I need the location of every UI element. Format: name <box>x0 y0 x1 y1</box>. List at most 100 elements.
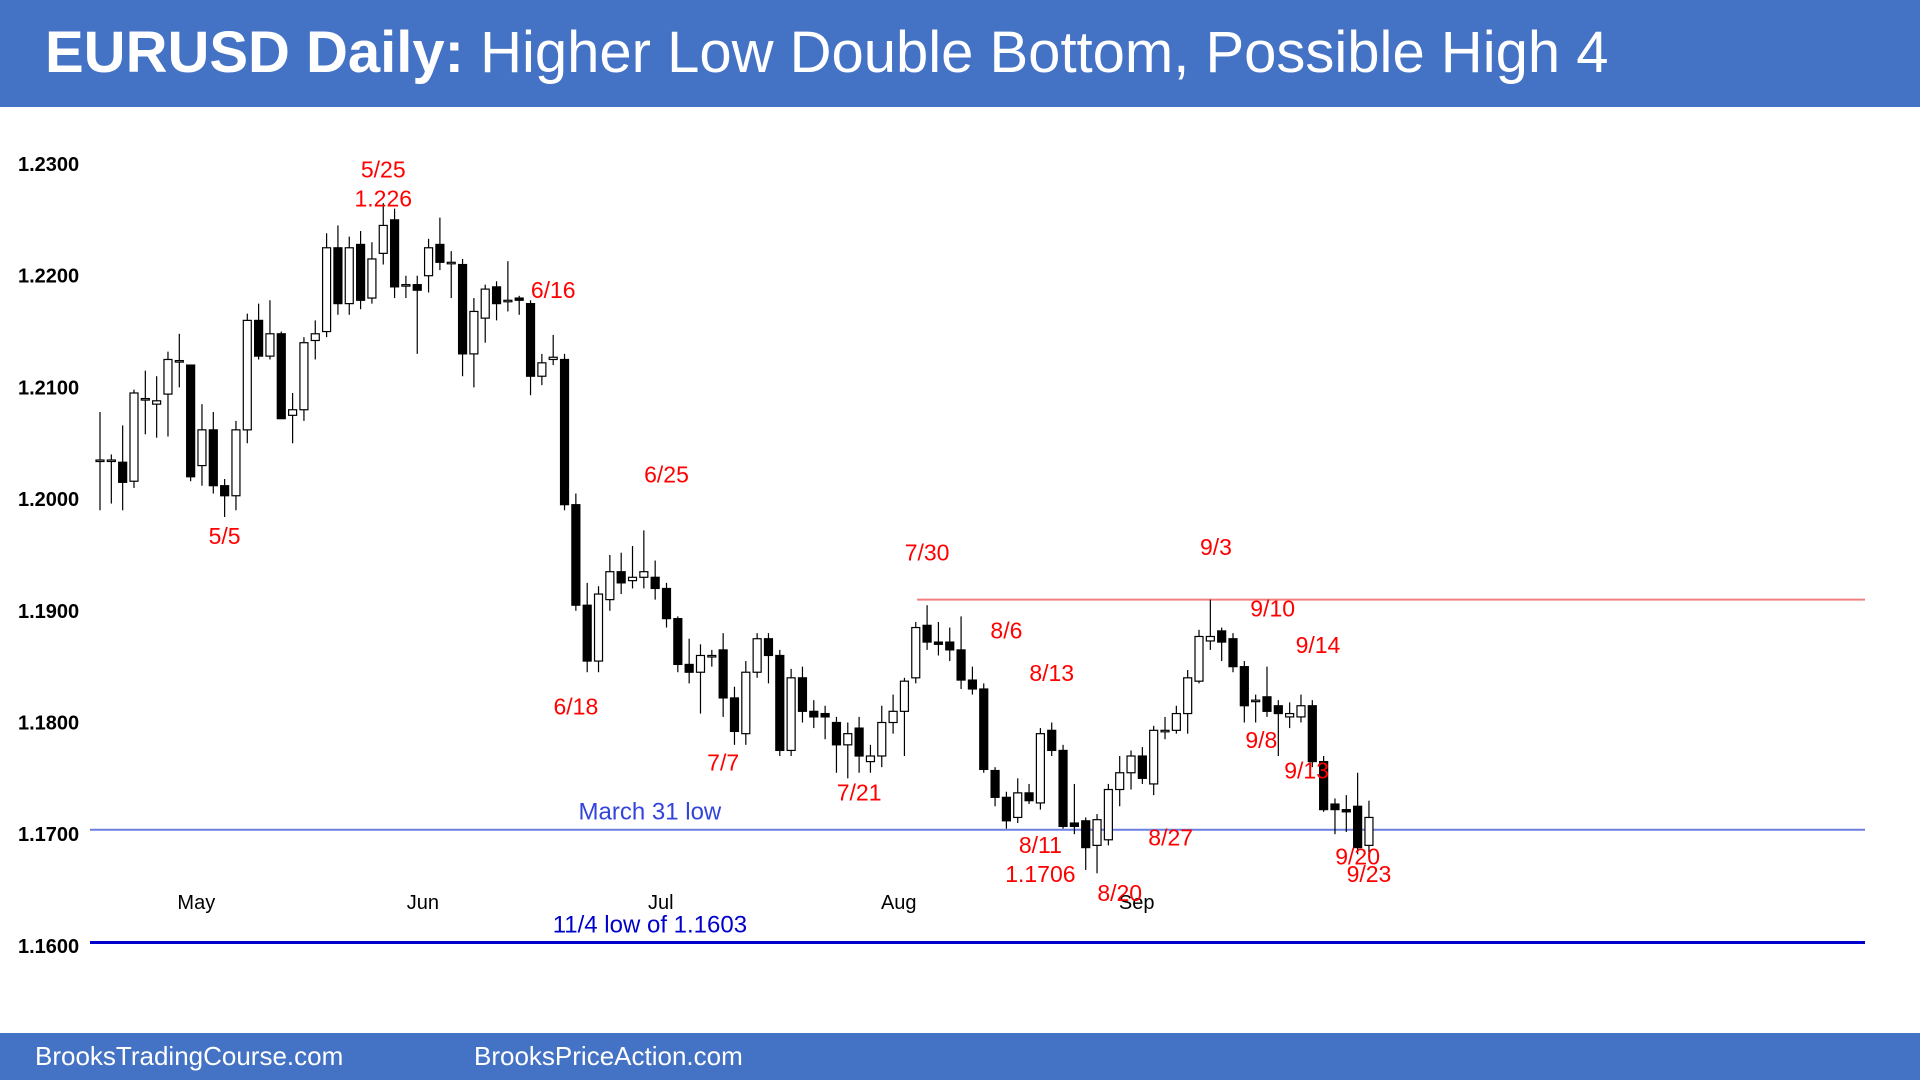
bull-candle <box>1149 729 1159 785</box>
bull-candle <box>140 397 150 401</box>
y-tick-label: 1.1800 <box>18 713 79 735</box>
bull-candle <box>1115 772 1125 791</box>
level-label: 11/4 low of 1.1603 <box>553 912 747 939</box>
bull-candle <box>548 356 558 361</box>
bear-candle <box>333 247 343 305</box>
bull-candle <box>888 710 898 724</box>
date-annotation: 9/13 <box>1284 757 1329 783</box>
bull-candle <box>1194 635 1204 682</box>
bear-candle <box>435 243 445 263</box>
bear-candle <box>254 319 264 357</box>
bear-candle <box>118 461 128 483</box>
bear-candle <box>616 571 626 584</box>
bear-candle <box>1330 803 1340 811</box>
bull-candle <box>1364 816 1374 846</box>
bull-candle <box>786 677 796 752</box>
bull-candle <box>265 333 275 357</box>
bull-candle <box>231 429 241 497</box>
bear-candle <box>571 504 581 606</box>
bear-candle <box>1137 755 1147 779</box>
bull-candle <box>1103 788 1113 841</box>
bull-candle <box>1160 729 1170 733</box>
x-month-label: Jul <box>648 892 674 914</box>
bull-candle <box>707 654 717 658</box>
bull-candle <box>242 319 252 431</box>
bull-candle <box>378 224 388 254</box>
bear-candle <box>1353 805 1363 849</box>
bear-candle <box>1069 822 1079 827</box>
bear-candle <box>684 663 694 673</box>
bear-candle <box>990 769 1000 798</box>
bear-candle <box>1319 760 1329 811</box>
x-month-label: Aug <box>881 892 917 914</box>
bear-candle <box>797 677 808 712</box>
bull-candle <box>174 359 184 363</box>
y-tick-label: 1.2000 <box>18 489 79 511</box>
bull-candle <box>741 671 751 735</box>
footer-link-brooks-price-action[interactable]: BrooksPriceAction.com <box>474 1041 743 1071</box>
bear-candle <box>933 641 944 645</box>
bull-candle <box>1205 635 1215 642</box>
bull-candle <box>129 392 139 482</box>
date-annotation: 5/25 <box>361 156 406 182</box>
axis-layer: 1.1600 1.1700 1.1800 1.1900 1.2000 1.2100 1.22… <box>18 154 1154 958</box>
bear-candle <box>412 284 422 291</box>
footer-link-brooks-trading-course[interactable]: BrooksTradingCourse.com <box>35 1041 344 1071</box>
bear-candle <box>979 688 989 771</box>
bear-candle <box>208 429 218 487</box>
y-tick-label: 1.1700 <box>18 824 79 846</box>
bull-candle <box>899 680 910 712</box>
date-annotation: 9/20 <box>1335 843 1380 869</box>
bear-candle <box>220 485 230 497</box>
bear-candle <box>945 641 955 651</box>
date-annotation: 9/10 <box>1250 595 1295 621</box>
bull-candle <box>163 358 173 395</box>
bull-candle <box>367 258 377 299</box>
bear-candle <box>967 679 978 690</box>
bull-candle <box>1251 699 1261 703</box>
bear-candle <box>1024 792 1034 802</box>
bull-candle <box>503 299 513 303</box>
bear-candle <box>763 638 774 657</box>
bull-candle <box>299 342 309 411</box>
date-annotation: 8/27 <box>1148 824 1193 850</box>
candles-layer <box>95 203 1374 874</box>
bull-candle <box>1126 755 1136 774</box>
annotations-layer: 5/25 1.226 5/5 6/16 6/25 6/18 7/7 7/21 7/30 8/6 8/… <box>209 156 1392 906</box>
bull-candle <box>911 626 921 679</box>
date-annotation: 7/7 <box>707 750 739 776</box>
bear-candle <box>854 727 864 757</box>
x-month-label: Jun <box>407 892 439 914</box>
bull-candle <box>1035 733 1045 804</box>
bear-candle <box>673 618 683 666</box>
y-tick-label: 1.2200 <box>18 266 79 288</box>
bear-candle <box>514 297 524 301</box>
bear-candle <box>809 710 819 718</box>
date-annotation: 6/25 <box>644 461 689 487</box>
bear-candle <box>276 333 286 420</box>
bear-candle <box>1058 749 1068 827</box>
x-month-label: May <box>177 892 215 914</box>
bull-candle <box>537 362 547 377</box>
date-annotation: 9/23 <box>1347 861 1392 887</box>
bull-candle <box>344 247 354 305</box>
date-annotation: 8/6 <box>990 618 1022 644</box>
bear-candle <box>729 697 740 733</box>
bear-candle <box>718 649 728 699</box>
levels-layer: March 31 low 11/4 low of 1.1603 <box>90 598 1865 945</box>
bull-candle <box>197 429 207 467</box>
level-label: March 31 low <box>579 799 722 826</box>
date-annotation: 9/14 <box>1296 632 1341 658</box>
bull-candle <box>95 459 105 463</box>
bull-candle <box>1183 677 1193 715</box>
bull-candle <box>695 654 706 673</box>
date-annotation: 9/8 <box>1245 727 1277 753</box>
bear-candle <box>1047 729 1057 752</box>
date-annotation: 6/16 <box>531 277 576 303</box>
footer-bar: BrooksTradingCourse.com BrooksPriceActio… <box>0 1033 1920 1080</box>
y-tick-label: 1.2100 <box>18 377 79 399</box>
date-annotation: 8/20 <box>1097 880 1142 906</box>
date-annotation: 5/5 <box>209 523 241 549</box>
bull-candle <box>152 400 162 405</box>
